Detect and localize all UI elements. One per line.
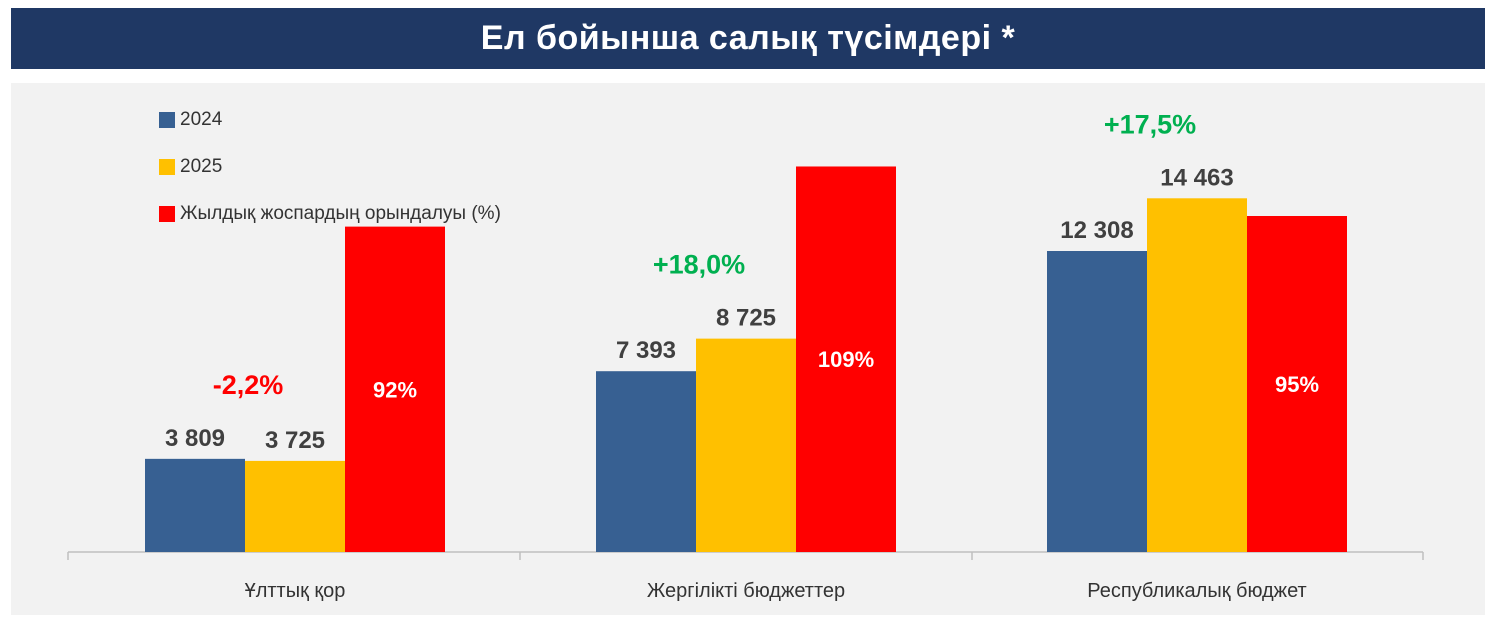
legend-swatch-plan [159,206,175,222]
chart-title: Ел бойынша салық түсімдері * [11,8,1485,69]
x-tick-label-2: Республикалық бюджет [1087,580,1306,602]
legend-swatch-2025 [159,159,175,175]
data-label-2025-1: 8 725 [716,305,776,332]
data-label-2024-1: 7 393 [616,337,676,364]
data-label-2024-0: 3 809 [165,425,225,452]
legend-label-2024: 2024 [180,109,223,130]
growth-label-2: +17,5% [1104,109,1196,139]
bar-plan-1 [796,166,896,553]
bar-plan-2 [1247,216,1347,552]
legend-label-2025: 2025 [180,156,223,177]
data-label-plan-2: 95% [1275,372,1319,397]
legend-item-2024: 2024 [159,108,501,132]
bar-2024-2 [1047,251,1147,552]
legend-item-2025: 2025 [159,155,501,179]
data-label-2024-2: 12 308 [1060,217,1133,244]
growth-label-1: +18,0% [653,250,745,280]
legend: 2024 2025 Жылдық жоспардың орындалуы (%) [159,108,501,249]
legend-item-plan: Жылдық жоспардың орындалуы (%) [159,202,501,226]
data-label-2025-2: 14 463 [1160,164,1233,191]
bar-2025-1 [696,338,796,552]
bar-plan-0 [345,226,445,552]
data-label-2025-0: 3 725 [265,427,325,454]
legend-swatch-2024 [159,112,175,128]
growth-label-0: -2,2% [213,370,284,400]
bar-2024-1 [596,371,696,552]
legend-label-plan: Жылдық жоспардың орындалуы (%) [180,203,501,224]
x-tick-label-1: Жергілікті бюджеттер [647,580,845,602]
bar-2025-2 [1147,198,1247,552]
data-label-plan-0: 92% [373,377,417,402]
bar-2024-0 [145,458,245,552]
data-label-plan-1: 109% [818,347,874,372]
x-tick-label-0: Ұлттық қор [245,580,346,602]
bar-2025-0 [245,460,345,552]
